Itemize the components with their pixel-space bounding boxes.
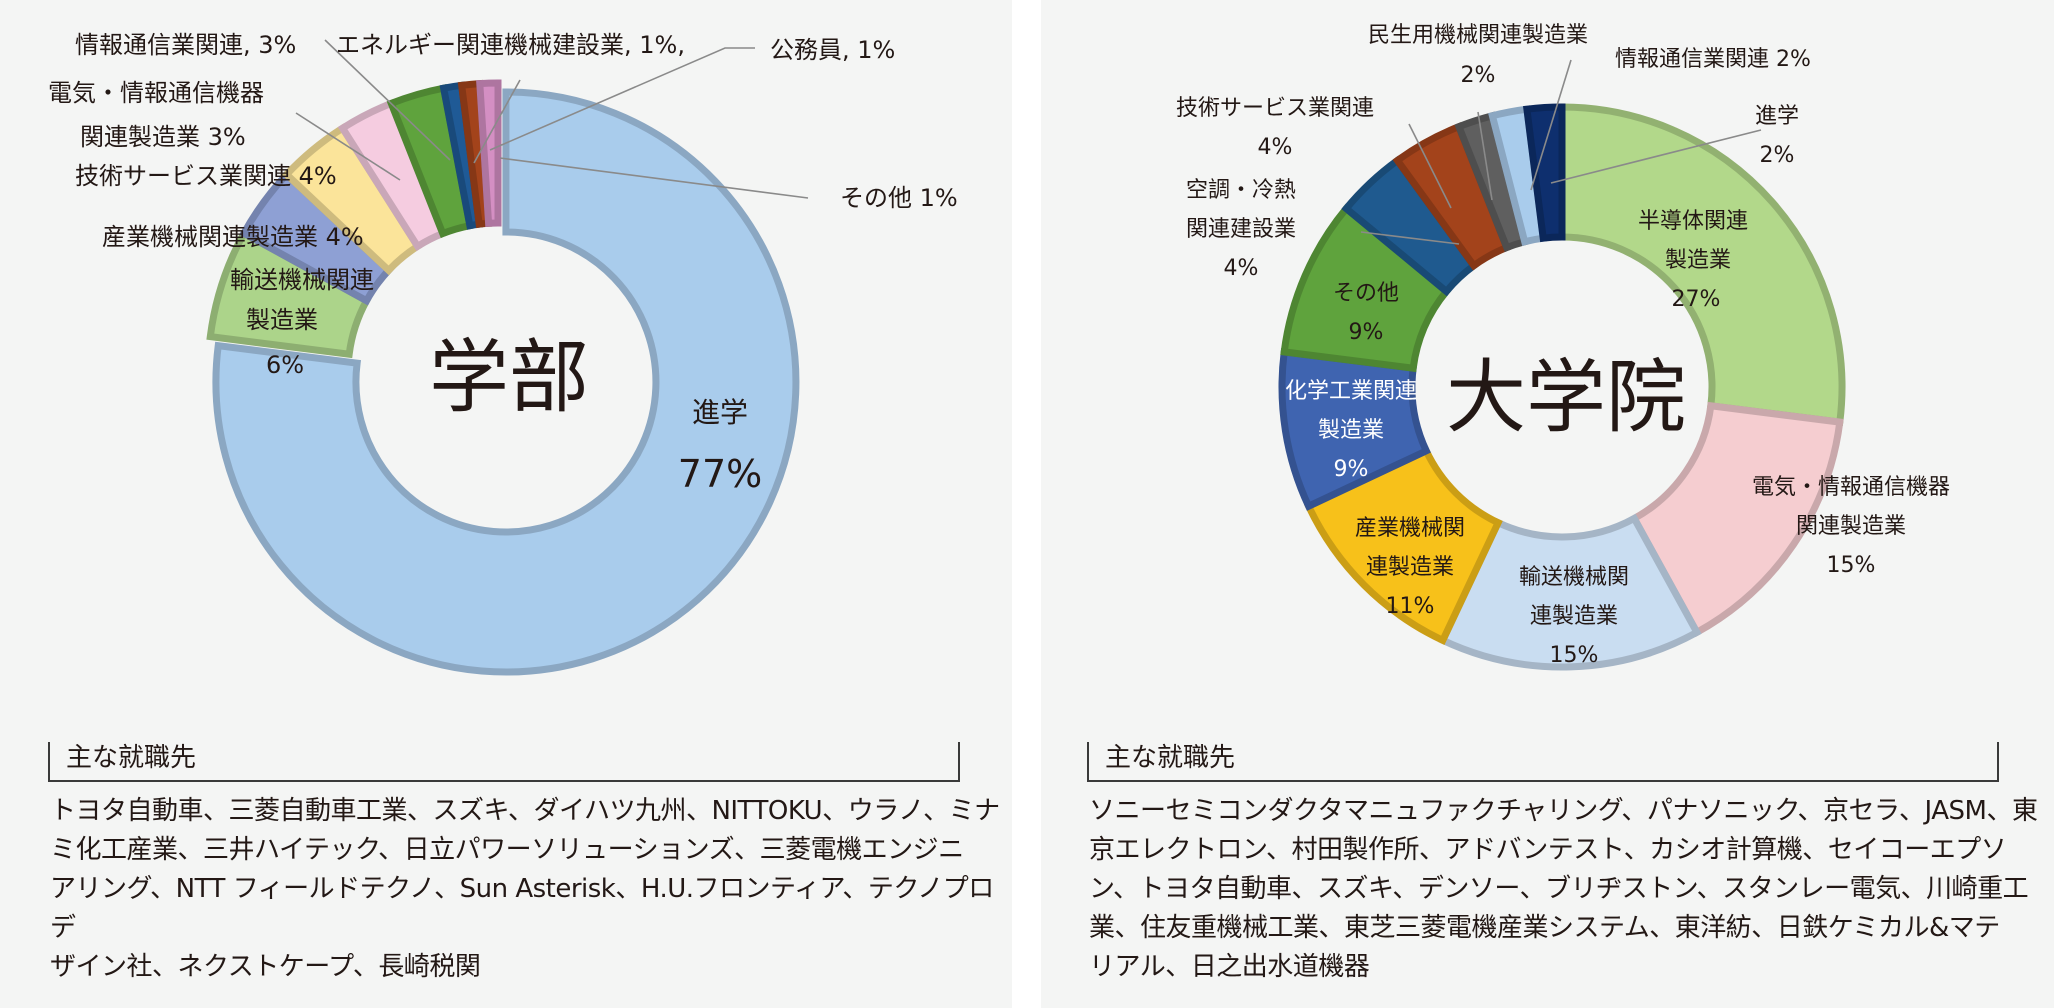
label-yuso-line1: 輸送機械関連	[230, 266, 374, 294]
label-sangyo: 産業機械関連製造業 4%	[102, 223, 364, 251]
grad-donut-slices	[1278, 103, 1846, 671]
leader-line-shingaku	[1550, 129, 1762, 184]
label-yuso-line3: 15%	[1550, 643, 1599, 668]
employers-line: 業、住友重機械工業、東芝三菱電機産業システム、東洋紡、日鉄ケミカル&マテ	[1089, 913, 2000, 943]
employers-line: リアル、日之出水道機器	[1089, 952, 1370, 982]
donut-slice	[1522, 103, 1566, 243]
undergrad-donut-chart: 学部 進学 77% 輸送機械関連 製造業 6% 産業機械関連製造業 4% 技術サ…	[48, 31, 958, 676]
grad-donut-chart: 大学院 半導体関連 製造業 27% 電気・情報通信機器 関連製造業 15% 輸送…	[1176, 23, 1950, 671]
label-komuin: 公務員, 1%	[770, 36, 895, 64]
employers-line: トヨタ自動車、三菱自動車工業、スズキ、ダイハツ九州、NITTOKU、ウラノ、ミナ	[50, 796, 1000, 826]
employers-line: ザイン社、ネクストケープ、長崎税関	[50, 952, 481, 982]
label-energy: エネルギー関連機械建設業, 1%,	[336, 31, 685, 59]
leader-line-energy	[473, 79, 521, 164]
label-joho: 情報通信業関連 2%	[1615, 47, 1811, 72]
label-sonota-line1: その他	[1333, 281, 1399, 306]
label-kucho-line1: 空調・冷熱	[1186, 178, 1296, 203]
label-shingaku-line2: 2%	[1760, 143, 1795, 168]
grad-employers-list: ソニーセミコンダクタマニュファクチャリング、パナソニック、京セラ、JASM、東 …	[1089, 792, 2049, 987]
label-denki-line2: 関連製造業	[1796, 514, 1906, 539]
employers-line: 京エレクトロン、村田製作所、アドバンテスト、カシオ計算機、セイコーエプソ	[1089, 835, 2007, 865]
undergrad-panel: 学部 進学 77% 輸送機械関連 製造業 6% 産業機械関連製造業 4% 技術サ…	[0, 0, 1012, 1008]
employers-line: アリング、NTT フィールドテクノ、Sun Asterisk、H.U.フロンティ…	[50, 874, 994, 943]
label-denki-line2: 関連製造業 3%	[80, 123, 246, 151]
undergrad-center-title: 学部	[429, 331, 589, 424]
label-shingaku-line1: 進学	[1755, 104, 1799, 129]
label-minsei-line1: 民生用機械関連製造業	[1368, 23, 1588, 48]
label-sangyo-line1: 産業機械関	[1355, 516, 1465, 541]
grad-employers-heading: 主な就職先	[1087, 742, 1999, 782]
donut-slice	[1438, 513, 1702, 671]
employers-line: ソニーセミコンダクタマニュファクチャリング、パナソニック、京セラ、JASM、東	[1089, 796, 2038, 826]
leader-line-komuin	[489, 47, 755, 151]
undergrad-employers-heading: 主な就職先	[48, 742, 960, 782]
label-denki-line3: 15%	[1827, 553, 1876, 578]
label-sonota: その他 1%	[840, 184, 958, 212]
leader-line-gijutsu	[1408, 123, 1452, 209]
label-denki-line1: 電気・情報通信機器	[1752, 475, 1950, 500]
label-yuso-line1: 輸送機械関	[1519, 565, 1629, 590]
employers-line: ン、トヨタ自動車、スズキ、デンソー、ブリヂストン、スタンレー電気、川崎重工	[1089, 874, 2029, 904]
label-gijutsu: 技術サービス業関連 4%	[75, 162, 337, 190]
label-sangyo-line3: 11%	[1386, 594, 1435, 619]
leader-line-denki	[295, 112, 401, 181]
label-kagaku-line3: 9%	[1334, 457, 1369, 482]
label-kucho-line3: 4%	[1224, 256, 1259, 281]
label-kagaku-line1: 化学工業関連	[1285, 379, 1417, 404]
label-kagaku-line2: 製造業	[1318, 418, 1384, 443]
label-yuso-line2: 製造業	[246, 306, 318, 334]
label-gijutsu-line2: 4%	[1258, 135, 1293, 160]
leader-line-minsei	[1477, 111, 1493, 201]
grad-center-title: 大学院	[1446, 351, 1686, 444]
label-minsei-line2: 2%	[1461, 63, 1496, 88]
label-sangyo-line2: 連製造業	[1366, 555, 1454, 580]
leader-line-kucho	[1360, 231, 1460, 245]
label-yuso-line3: 6%	[266, 351, 304, 379]
leader-line-sonota	[499, 157, 809, 199]
donut-slice	[212, 88, 800, 676]
label-gijutsu-line1: 技術サービス業関連	[1176, 96, 1374, 121]
grad-panel: 大学院 半導体関連 製造業 27% 電気・情報通信機器 関連製造業 15% 輸送…	[1041, 0, 2054, 1008]
label-kucho-line2: 関連建設業	[1186, 217, 1296, 242]
label-joho: 情報通信業関連, 3%	[75, 31, 296, 59]
employers-line: ミ化工産業、三井ハイテック、日立パワーソリューションズ、三菱電機エンジニ	[50, 835, 964, 865]
undergrad-donut-slices	[206, 79, 800, 676]
label-shingaku-name: 進学	[692, 396, 748, 429]
label-sonota-line2: 9%	[1349, 320, 1384, 345]
label-handotai-line3: 27%	[1672, 287, 1721, 312]
label-handotai-line2: 製造業	[1665, 248, 1731, 273]
label-handotai-line1: 半導体関連	[1638, 209, 1748, 234]
label-denki-line1: 電気・情報通信機器	[48, 79, 264, 107]
donut-slice	[1558, 103, 1846, 427]
label-shingaku-pct: 77%	[678, 452, 762, 496]
donut-slice	[476, 79, 502, 228]
undergrad-employers-list: トヨタ自動車、三菱自動車工業、スズキ、ダイハツ九州、NITTOKU、ウラノ、ミナ…	[50, 792, 1005, 987]
leader-line-joho	[1530, 59, 1572, 191]
label-yuso-line2: 連製造業	[1530, 604, 1618, 629]
donut-slice	[1629, 401, 1844, 638]
leader-line-joho	[324, 39, 451, 161]
